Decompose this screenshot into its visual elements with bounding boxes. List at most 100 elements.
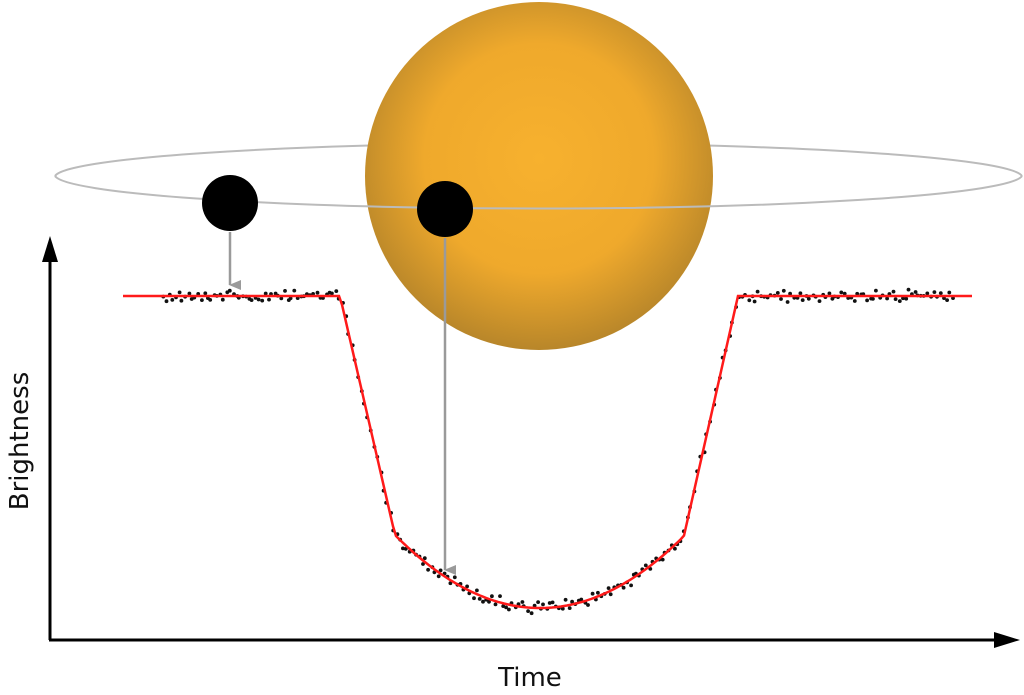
data-point xyxy=(401,546,405,551)
data-point xyxy=(498,594,502,598)
data-point xyxy=(477,597,482,601)
data-point xyxy=(200,298,204,302)
data-point xyxy=(263,291,268,296)
data-point xyxy=(421,562,425,566)
data-point xyxy=(536,600,540,604)
data-point xyxy=(472,596,476,601)
data-point xyxy=(947,290,952,295)
data-point xyxy=(529,611,534,616)
planet-out-of-transit xyxy=(202,175,258,231)
data-point xyxy=(775,291,780,295)
data-point xyxy=(643,563,648,568)
data-point xyxy=(164,299,169,304)
data-point xyxy=(227,288,232,293)
data-point xyxy=(526,609,530,613)
data-point xyxy=(465,584,469,589)
data-point xyxy=(436,574,441,579)
model-light-curve xyxy=(123,294,972,610)
data-point xyxy=(596,590,600,595)
data-point xyxy=(507,607,511,612)
data-point xyxy=(501,604,506,608)
data-point xyxy=(800,298,805,302)
data-point xyxy=(938,291,943,295)
data-point xyxy=(904,296,909,301)
data-point xyxy=(256,297,261,302)
data-point xyxy=(906,287,911,292)
data-point xyxy=(179,298,184,303)
data-point xyxy=(288,296,293,301)
data-point xyxy=(330,291,334,296)
data-point xyxy=(475,588,479,593)
data-point xyxy=(170,298,175,302)
x-axis-arrowhead xyxy=(994,632,1020,648)
orbit-front xyxy=(54,175,1023,210)
data-point xyxy=(490,594,494,599)
x-axis-label: Time xyxy=(497,663,562,693)
data-point xyxy=(871,297,875,301)
data-point xyxy=(781,288,786,293)
data-point xyxy=(452,575,457,580)
data-point xyxy=(422,556,427,561)
data-point xyxy=(260,298,265,303)
y-axis-label: Brightness xyxy=(5,372,35,511)
data-point xyxy=(283,289,287,293)
data-point xyxy=(586,603,590,607)
data-point xyxy=(570,599,574,604)
data-point xyxy=(315,290,320,295)
data-point xyxy=(487,599,491,604)
data-point xyxy=(755,289,760,294)
data-point xyxy=(208,298,213,302)
data-point xyxy=(945,298,949,302)
data-point xyxy=(334,289,339,293)
data-point xyxy=(292,288,297,293)
data-point xyxy=(590,591,595,596)
data-point xyxy=(579,597,584,602)
data-point xyxy=(426,567,430,572)
data-point xyxy=(187,291,192,296)
data-point xyxy=(842,291,847,296)
data-point xyxy=(913,290,918,294)
data-point xyxy=(567,606,572,610)
data-point xyxy=(438,568,443,573)
data-point xyxy=(747,298,752,303)
data-point xyxy=(504,605,508,610)
star xyxy=(365,2,713,350)
data-point xyxy=(865,298,869,303)
data-point xyxy=(673,546,677,551)
data-point xyxy=(203,291,208,296)
data-point xyxy=(925,291,930,296)
data-point xyxy=(874,288,878,293)
data-point xyxy=(852,299,857,303)
data-point xyxy=(560,606,565,611)
data-point xyxy=(550,600,555,605)
data-point xyxy=(520,600,525,604)
data-point xyxy=(827,291,832,296)
data-point xyxy=(606,586,611,590)
data-point xyxy=(448,581,453,586)
data-point xyxy=(785,300,790,304)
data-point xyxy=(547,601,552,605)
planet-in-transit xyxy=(417,181,473,237)
y-axis-arrowhead xyxy=(42,236,58,262)
data-point xyxy=(806,296,811,301)
data-point xyxy=(279,296,284,301)
data-point xyxy=(885,296,889,301)
data-point xyxy=(267,297,271,302)
data-point xyxy=(891,289,896,294)
data-point xyxy=(493,602,498,607)
data-point xyxy=(629,583,633,588)
data-point xyxy=(897,299,902,303)
data-point xyxy=(541,602,545,607)
data-point xyxy=(779,297,783,301)
data-point xyxy=(177,290,182,295)
data-point xyxy=(660,557,665,562)
data-point xyxy=(893,297,898,301)
data-point xyxy=(839,290,844,295)
data-point xyxy=(817,299,822,303)
data-point xyxy=(563,597,568,602)
data-point xyxy=(608,592,613,597)
data-point xyxy=(798,291,803,296)
data-point xyxy=(249,298,254,302)
data-point xyxy=(752,299,757,304)
